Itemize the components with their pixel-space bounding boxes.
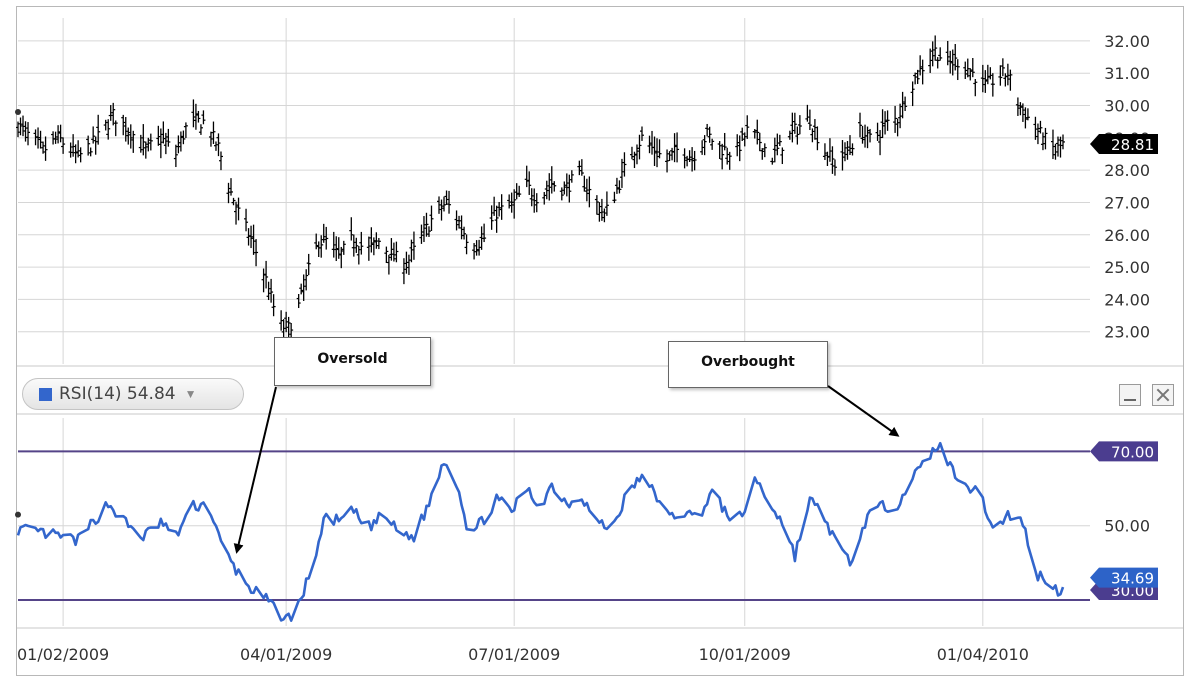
rsi-indicator-dropdown[interactable]: RSI(14) 54.84 ▼ (22, 378, 244, 410)
overbought-level-tag-background (1090, 441, 1158, 462)
chart-frame (16, 6, 1184, 676)
price-y-tick-label: 26.00 (1104, 226, 1150, 245)
last-price-tag-background (1090, 133, 1158, 154)
price-start-marker (15, 109, 21, 115)
grid (17, 18, 1183, 629)
close-icon[interactable] (1152, 384, 1174, 406)
overbought-callout: Overbought (668, 341, 828, 388)
price-y-tick-label: 30.00 (1104, 97, 1150, 116)
annotation-arrows (233, 385, 900, 554)
axes: 32.0031.0030.0029.0028.0027.0026.0025.00… (17, 32, 1158, 664)
overbought-level-tag: 70.00 (1111, 443, 1154, 461)
price-y-tick-label: 32.00 (1104, 32, 1150, 51)
price-y-tick-label: 25.00 (1104, 258, 1150, 277)
price-y-tick-label: 23.00 (1104, 323, 1150, 342)
rsi-label: RSI(14) 54.84 (59, 384, 176, 404)
oversold-arrow (233, 386, 277, 554)
rsi-start-marker (15, 511, 21, 518)
price-y-tick-label: 28.00 (1104, 161, 1150, 180)
rsi-series (15, 441, 1065, 622)
current-rsi-tag-background (1090, 567, 1158, 588)
x-tick-label: 07/01/2009 (468, 645, 560, 664)
x-tick-label: 01/04/2010 (937, 645, 1029, 664)
current-rsi-tag: 34.69 (1111, 570, 1154, 588)
chevron-down-icon: ▼ (184, 387, 197, 401)
rsi-line (16, 441, 1065, 622)
rsi-y-tick-label: 50.00 (1104, 517, 1150, 536)
x-tick-label: 10/01/2009 (699, 645, 791, 664)
price-y-tick-label: 27.00 (1104, 193, 1150, 212)
price-series (15, 35, 1065, 341)
oversold-callout: Oversold (274, 337, 431, 386)
minimize-icon[interactable] (1119, 384, 1141, 406)
rsi-color-swatch (39, 387, 52, 401)
price-y-tick-label: 31.00 (1104, 64, 1150, 83)
x-tick-label: 01/02/2009 (17, 645, 109, 664)
price-y-tick-label: 24.00 (1104, 290, 1150, 309)
overbought-arrow (827, 385, 900, 437)
x-tick-label: 04/01/2009 (240, 645, 332, 664)
last-price-tag: 28.81 (1111, 136, 1154, 154)
